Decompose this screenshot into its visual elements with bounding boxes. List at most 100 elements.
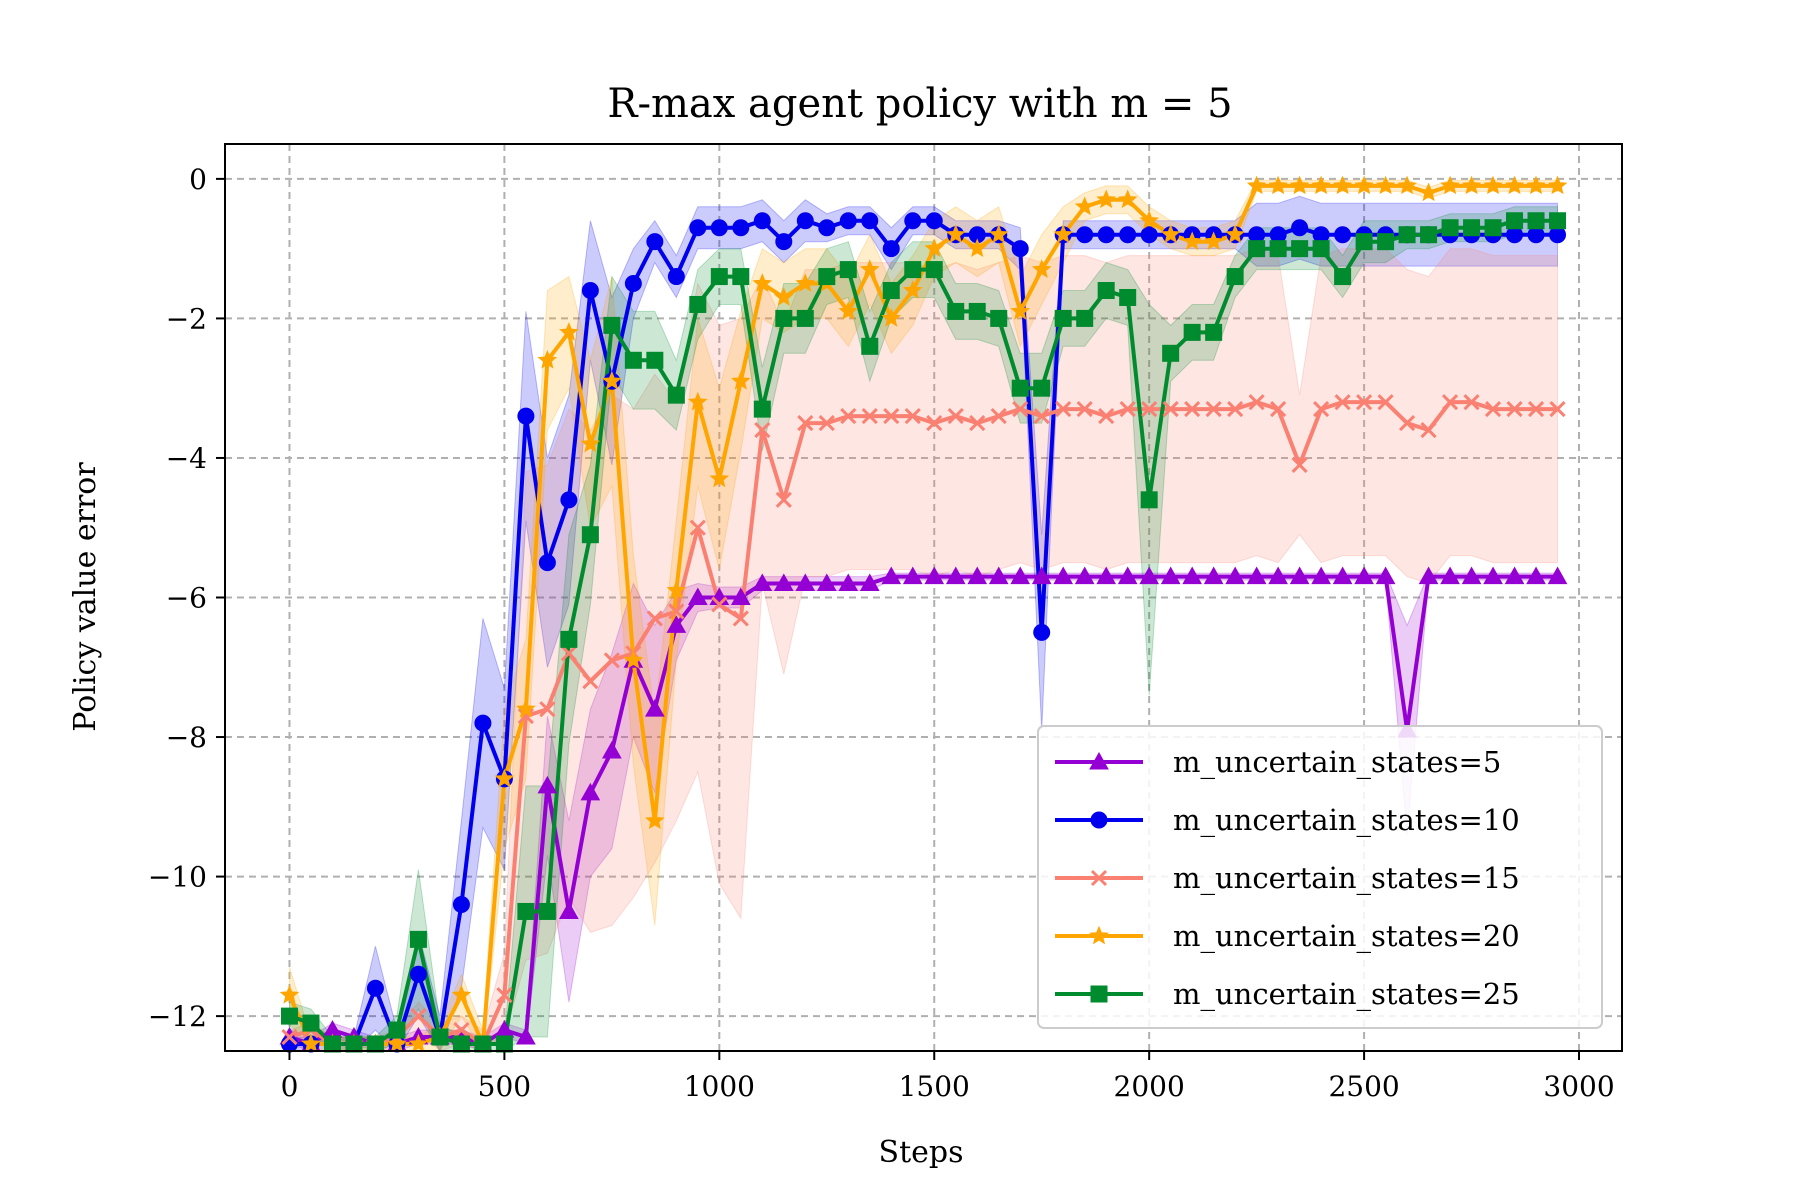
point-series-4 [1096,189,1116,209]
point-series-2 [775,233,793,251]
point-series-5 [1506,212,1524,230]
point-series-5 [667,386,685,404]
point-series-2 [1033,623,1051,641]
point-series-3 [496,987,513,1004]
point-series-4 [1375,175,1396,195]
point-series-4 [602,370,622,390]
point-series-2 [1119,226,1137,244]
point-series-5 [732,268,750,286]
legend-swatch-marker [1090,985,1108,1003]
point-series-2 [818,219,836,237]
point-series-4 [1182,231,1202,251]
point-series-3 [1549,401,1566,418]
point-series-3 [947,408,964,425]
point-series-1 [795,573,816,592]
point-series-2 [710,219,728,237]
point-series-4 [1074,196,1095,216]
y-tick-label: −10 [148,861,207,894]
point-series-5 [1033,379,1051,397]
point-series-1 [1461,566,1482,585]
point-series-5 [1162,344,1180,362]
point-series-5 [947,302,965,320]
point-series-1 [537,775,558,794]
legend-label: m_uncertain_states=15 [1173,861,1520,896]
x-tick-label: 2000 [1114,1070,1185,1103]
point-series-5 [1054,309,1072,327]
point-series-3 [1227,401,1244,418]
point-series-2 [1076,226,1094,244]
point-series-2 [861,212,879,230]
point-series-3 [1484,401,1502,418]
point-series-5 [1097,282,1115,300]
point-series-1 [1268,566,1288,585]
point-series-4 [1397,175,1417,195]
point-series-1 [1053,566,1074,585]
point-series-3 [582,673,599,690]
point-series-2 [904,212,922,230]
point-series-1 [1182,566,1203,585]
legend-swatch-marker [1089,925,1109,945]
legend-swatch-marker [1089,751,1109,770]
point-series-3 [1033,408,1050,425]
series-markers [279,175,1568,1053]
point-series-3 [560,645,577,662]
point-series-4 [1053,224,1074,244]
point-series-3 [754,421,771,439]
point-series-2 [366,979,384,997]
point-series-1 [602,740,622,759]
point-series-5 [603,316,621,334]
point-series-4 [387,1033,407,1053]
point-series-2 [689,219,707,237]
point-series-5 [1441,219,1459,237]
point-series-1 [1354,566,1374,585]
point-series-5 [775,309,793,327]
point-series-3 [840,408,857,425]
point-series-4 [795,273,816,292]
point-series-4 [1010,301,1031,320]
point-series-2 [925,212,943,230]
point-series-5 [990,309,1008,327]
point-series-3 [410,1008,427,1025]
point-series-5 [474,1035,492,1053]
point-series-3 [1527,401,1545,418]
point-series-5 [1119,288,1137,306]
legend-label: m_uncertain_states=20 [1173,919,1520,954]
point-series-3 [1248,394,1265,411]
point-series-3 [1141,401,1158,418]
point-series-3 [646,610,663,627]
point-series-3 [1012,401,1029,418]
legend-swatch-marker [1090,869,1108,887]
point-series-5 [1205,323,1223,341]
point-series-5 [1355,233,1373,251]
point-series-4 [688,391,708,411]
y-tick-label: −6 [166,582,207,615]
point-series-4 [945,224,966,244]
point-series-2 [839,212,857,230]
point-series-1 [1504,566,1525,585]
point-series-3 [861,408,878,425]
point-series-3 [603,652,620,669]
point-series-5 [323,1035,341,1053]
point-series-1 [945,566,966,585]
point-series-5 [560,630,578,648]
point-series-4 [580,433,601,453]
point-series-3 [969,415,986,432]
point-series-4 [1547,175,1568,195]
point-series-1 [1289,566,1310,585]
point-series-1 [816,573,837,592]
point-series-5 [345,1035,363,1053]
point-series-2 [732,219,750,237]
legend: m_uncertain_states=5 m_uncertain_states=1… [1037,725,1603,1029]
point-series-1 [516,1027,536,1045]
point-series-5 [1463,219,1481,237]
point-series-4 [279,984,300,1004]
point-series-3 [1463,394,1480,411]
chart-title: R-max agent policy with m = 5 [607,81,1232,127]
point-series-1 [838,573,859,592]
point-series-3 [1313,401,1330,418]
point-series-5 [796,309,814,327]
point-series-5 [517,902,535,920]
point-series-4 [838,301,859,320]
y-tick-label: −12 [148,1000,207,1033]
legend-box [1037,725,1603,1029]
